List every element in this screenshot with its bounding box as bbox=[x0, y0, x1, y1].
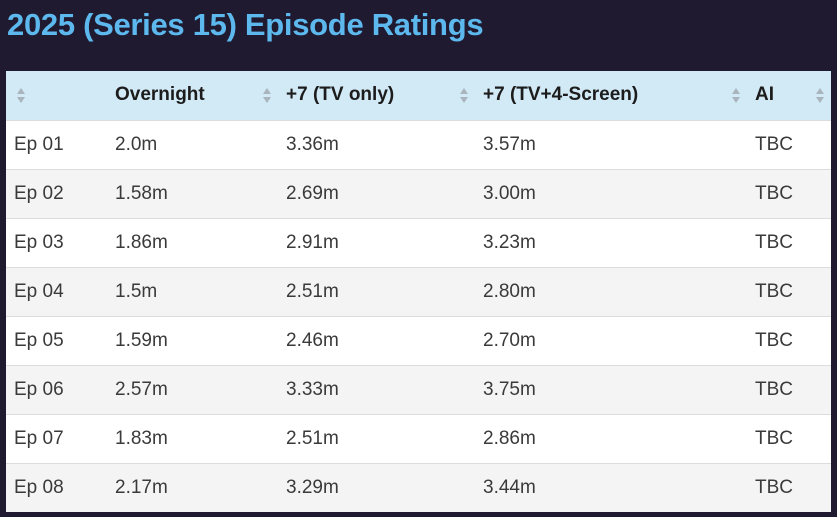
cell-plus7-tv-4screen: 2.86m bbox=[483, 427, 536, 449]
column-header-episode[interactable] bbox=[6, 71, 107, 120]
cell-ai: TBC bbox=[755, 378, 793, 400]
cell-ai: TBC bbox=[755, 329, 793, 351]
cell-plus7-tv-only: 2.46m bbox=[286, 329, 339, 351]
column-header-plus7-tv-only[interactable]: +7 (TV only) bbox=[278, 71, 475, 120]
cell-overnight: 1.83m bbox=[115, 427, 168, 449]
column-header-ai[interactable]: AI bbox=[747, 71, 831, 120]
cell-episode: Ep 07 bbox=[14, 427, 64, 449]
cell-overnight: 1.58m bbox=[115, 182, 168, 204]
cell-episode: Ep 02 bbox=[14, 182, 64, 204]
cell-plus7-tv-only: 3.36m bbox=[286, 133, 339, 155]
cell-overnight: 1.5m bbox=[115, 280, 158, 302]
sort-icon[interactable] bbox=[262, 84, 272, 106]
cell-plus7-tv-only: 2.69m bbox=[286, 182, 339, 204]
column-header-label: +7 (TV only) bbox=[286, 84, 395, 106]
column-header-overnight[interactable]: Overnight bbox=[107, 71, 278, 120]
cell-ai: TBC bbox=[755, 280, 793, 302]
cell-overnight: 1.86m bbox=[115, 231, 168, 253]
cell-plus7-tv-only: 2.51m bbox=[286, 427, 339, 449]
cell-plus7-tv-only: 2.51m bbox=[286, 280, 339, 302]
ratings-table-container: Overnight +7 (TV only) +7 (TV+4-Screen) … bbox=[6, 71, 831, 512]
table-row: Ep 08 2.17m 3.29m 3.44m TBC bbox=[6, 463, 831, 512]
cell-overnight: 1.59m bbox=[115, 329, 168, 351]
cell-episode: Ep 01 bbox=[14, 133, 64, 155]
cell-plus7-tv-only: 2.91m bbox=[286, 231, 339, 253]
cell-ai: TBC bbox=[755, 427, 793, 449]
sort-icon[interactable] bbox=[731, 84, 741, 106]
cell-ai: TBC bbox=[755, 133, 793, 155]
cell-plus7-tv-4screen: 3.57m bbox=[483, 133, 536, 155]
cell-episode: Ep 04 bbox=[14, 280, 64, 302]
page-title: 2025 (Series 15) Episode Ratings bbox=[7, 7, 484, 42]
table-row: Ep 07 1.83m 2.51m 2.86m TBC bbox=[6, 414, 831, 463]
table-row: Ep 05 1.59m 2.46m 2.70m TBC bbox=[6, 316, 831, 365]
cell-plus7-tv-only: 3.29m bbox=[286, 476, 339, 498]
table-row: Ep 04 1.5m 2.51m 2.80m TBC bbox=[6, 267, 831, 316]
cell-overnight: 2.17m bbox=[115, 476, 168, 498]
table-row: Ep 02 1.58m 2.69m 3.00m TBC bbox=[6, 169, 831, 218]
table-header-row: Overnight +7 (TV only) +7 (TV+4-Screen) … bbox=[6, 71, 831, 120]
sort-icon[interactable] bbox=[815, 84, 825, 106]
cell-plus7-tv-only: 3.33m bbox=[286, 378, 339, 400]
table-row: Ep 03 1.86m 2.91m 3.23m TBC bbox=[6, 218, 831, 267]
column-header-plus7-tv-4screen[interactable]: +7 (TV+4-Screen) bbox=[475, 71, 747, 120]
cell-plus7-tv-4screen: 3.75m bbox=[483, 378, 536, 400]
cell-ai: TBC bbox=[755, 476, 793, 498]
cell-plus7-tv-4screen: 3.00m bbox=[483, 182, 536, 204]
cell-episode: Ep 08 bbox=[14, 476, 64, 498]
cell-episode: Ep 06 bbox=[14, 378, 64, 400]
column-header-label: Overnight bbox=[115, 84, 205, 106]
cell-episode: Ep 05 bbox=[14, 329, 64, 351]
column-header-label: AI bbox=[755, 84, 774, 106]
column-header-label: +7 (TV+4-Screen) bbox=[483, 84, 639, 106]
cell-episode: Ep 03 bbox=[14, 231, 64, 253]
table-row: Ep 01 2.0m 3.36m 3.57m TBC bbox=[6, 120, 831, 169]
cell-ai: TBC bbox=[755, 231, 793, 253]
cell-overnight: 2.0m bbox=[115, 133, 158, 155]
cell-ai: TBC bbox=[755, 182, 793, 204]
cell-plus7-tv-4screen: 2.70m bbox=[483, 329, 536, 351]
cell-plus7-tv-4screen: 3.44m bbox=[483, 476, 536, 498]
cell-plus7-tv-4screen: 3.23m bbox=[483, 231, 536, 253]
ratings-table: Overnight +7 (TV only) +7 (TV+4-Screen) … bbox=[6, 71, 831, 512]
cell-overnight: 2.57m bbox=[115, 378, 168, 400]
sort-icon[interactable] bbox=[459, 84, 469, 106]
cell-plus7-tv-4screen: 2.80m bbox=[483, 280, 536, 302]
sort-icon[interactable] bbox=[16, 84, 26, 106]
table-row: Ep 06 2.57m 3.33m 3.75m TBC bbox=[6, 365, 831, 414]
